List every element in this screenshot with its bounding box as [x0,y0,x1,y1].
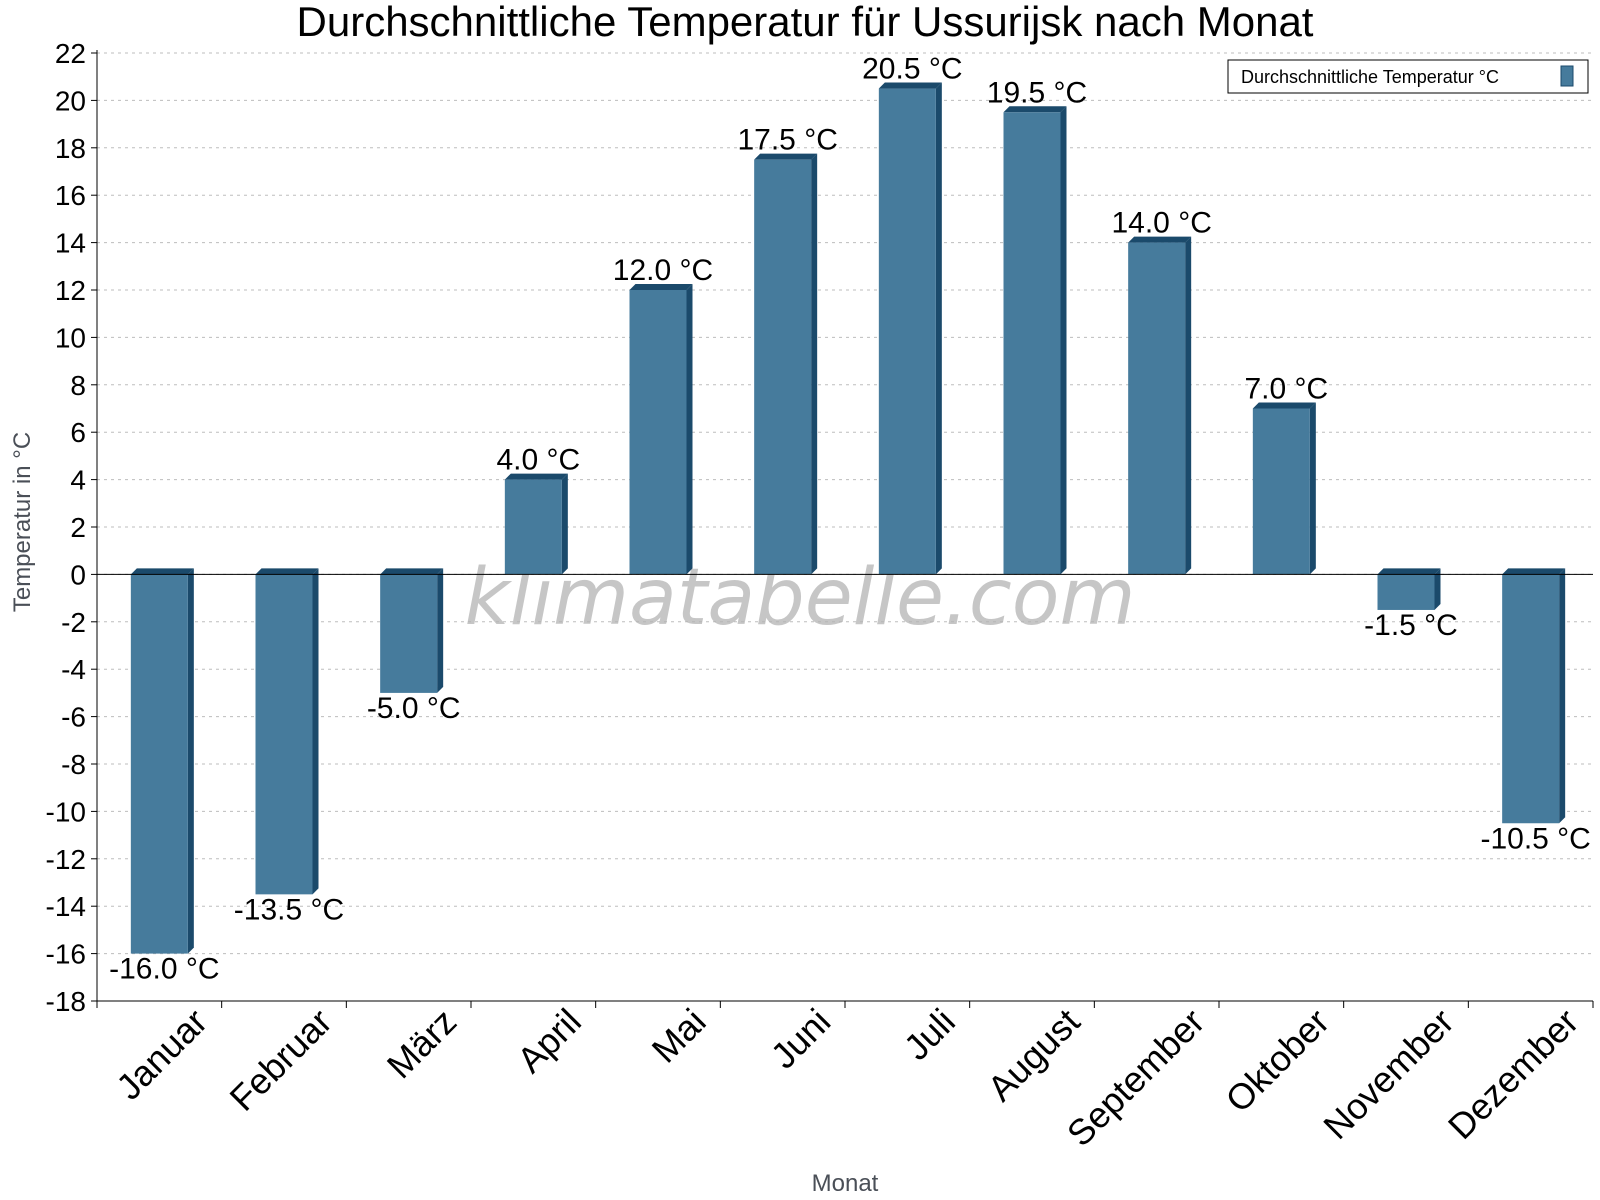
y-tick-label: 22 [55,38,86,69]
y-tick-label: 14 [55,228,86,259]
y-tick-label: 0 [70,559,86,590]
bar-top [1252,402,1316,409]
bar-side [811,153,818,575]
data-label: -16.0 °C [109,953,219,986]
chart-title: Durchschnittliche Temperatur für Ussurij… [297,0,1314,45]
data-labels: -16.0 °C -13.5 °C -5.0 °C 4.0 °C 12.0 °C 17.5… [109,53,1591,986]
x-tick-label: Januar [108,1001,215,1108]
y-tick-label: -12 [46,844,86,875]
bar [754,159,812,575]
bar-top [130,568,194,575]
y-tick-label: 8 [70,370,86,401]
y-tick-label: 2 [70,512,86,543]
bar [130,574,188,954]
x-tick-label: Juli [896,1001,963,1068]
bar-top [629,284,693,290]
data-label: -10.5 °C [1480,822,1590,855]
bar-top [1128,236,1192,243]
legend-swatch [1560,65,1574,87]
x-tick-labels: Januar Februar März April Mai Juni Juli AugustS… [108,1001,1586,1155]
bar-top [878,82,942,89]
y-axis-label: Temperatur in °C [9,432,36,612]
x-tick-label: Mai [644,1001,714,1071]
x-tick-label: November [1315,1001,1461,1147]
x-tick-label: April [509,1001,589,1081]
bar-top [504,473,568,480]
bar-side [686,284,693,575]
legend-box [1227,59,1589,94]
data-label: 7.0 °C [1244,373,1328,406]
data-label: 12.0 °C [613,254,713,287]
bar [1003,112,1061,575]
bar-side [561,473,568,575]
bar-side [1559,568,1566,824]
x-tick-label: Februar [222,1001,340,1119]
bar-side [1185,236,1192,575]
bar [629,290,687,575]
y-tick-label: 4 [70,465,86,496]
data-label: -1.5 °C [1364,609,1458,642]
y-tick-labels: -18 -16 -14 -12 -10 -8 -6 -4 -2 0 2 4 6 8 10 12 14 16 18 20… [46,38,86,1017]
bar-top [380,568,444,575]
axes [91,50,1594,1008]
data-label: 4.0 °C [496,444,580,477]
y-tick-label: -18 [46,986,86,1017]
data-label: 19.5 °C [987,76,1087,109]
y-tick-label: 6 [70,417,86,448]
y-tick-label: -16 [46,939,86,970]
bar-side [1309,402,1316,575]
y-tick-label: 10 [55,322,86,353]
y-tick-label: 16 [55,180,86,211]
bar-top [754,153,818,160]
bar-side [437,568,444,693]
bar [504,479,562,575]
data-label: -13.5 °C [234,893,344,926]
bar-side [1434,568,1441,610]
x-tick-label: März [379,1001,465,1087]
bar [380,574,438,693]
y-tick-label: -8 [61,749,86,780]
grid [97,52,1593,1002]
bar [1377,574,1435,610]
x-axis-label: Monat [812,1170,879,1197]
legend-label: Durchschnittliche Temperatur °C [1241,67,1499,87]
data-label: -5.0 °C [367,692,461,725]
bar [255,574,313,895]
y-tick-label: -6 [61,702,86,733]
legend: Durchschnittliche Temperatur °C [1227,59,1589,94]
y-tick-label: -14 [46,891,86,922]
x-tick-label: Oktober [1217,1001,1337,1121]
bar [1128,242,1186,575]
bar [878,88,936,575]
y-tick-label: 12 [55,275,86,306]
bar-side [187,568,194,954]
bar-top [1003,106,1067,113]
x-tick-label: September [1059,1001,1213,1155]
y-tick-label: -4 [61,654,86,685]
x-tick-label: August [979,1001,1087,1109]
y-tick-label: 20 [55,85,86,116]
x-tick-label: Juni [763,1001,839,1077]
data-label: 14.0 °C [1111,207,1211,240]
x-tick-label: Dezember [1440,1001,1586,1147]
bar [1502,574,1560,824]
bar-side [312,568,319,895]
bar-top [255,568,319,575]
y-tick-label: -2 [61,607,86,638]
bar-side [1060,106,1067,575]
y-tick-label: 18 [55,133,86,164]
bars [130,82,1566,954]
bar-top [1377,568,1441,575]
data-label: 20.5 °C [862,53,962,86]
bar-side [935,82,942,575]
data-label: 17.5 °C [737,124,837,157]
bar [1252,408,1310,575]
bar-top [1502,568,1566,575]
y-tick-label: -10 [46,796,86,827]
